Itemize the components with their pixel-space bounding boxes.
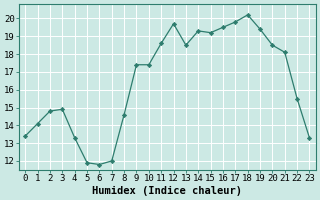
X-axis label: Humidex (Indice chaleur): Humidex (Indice chaleur) [92, 186, 242, 196]
